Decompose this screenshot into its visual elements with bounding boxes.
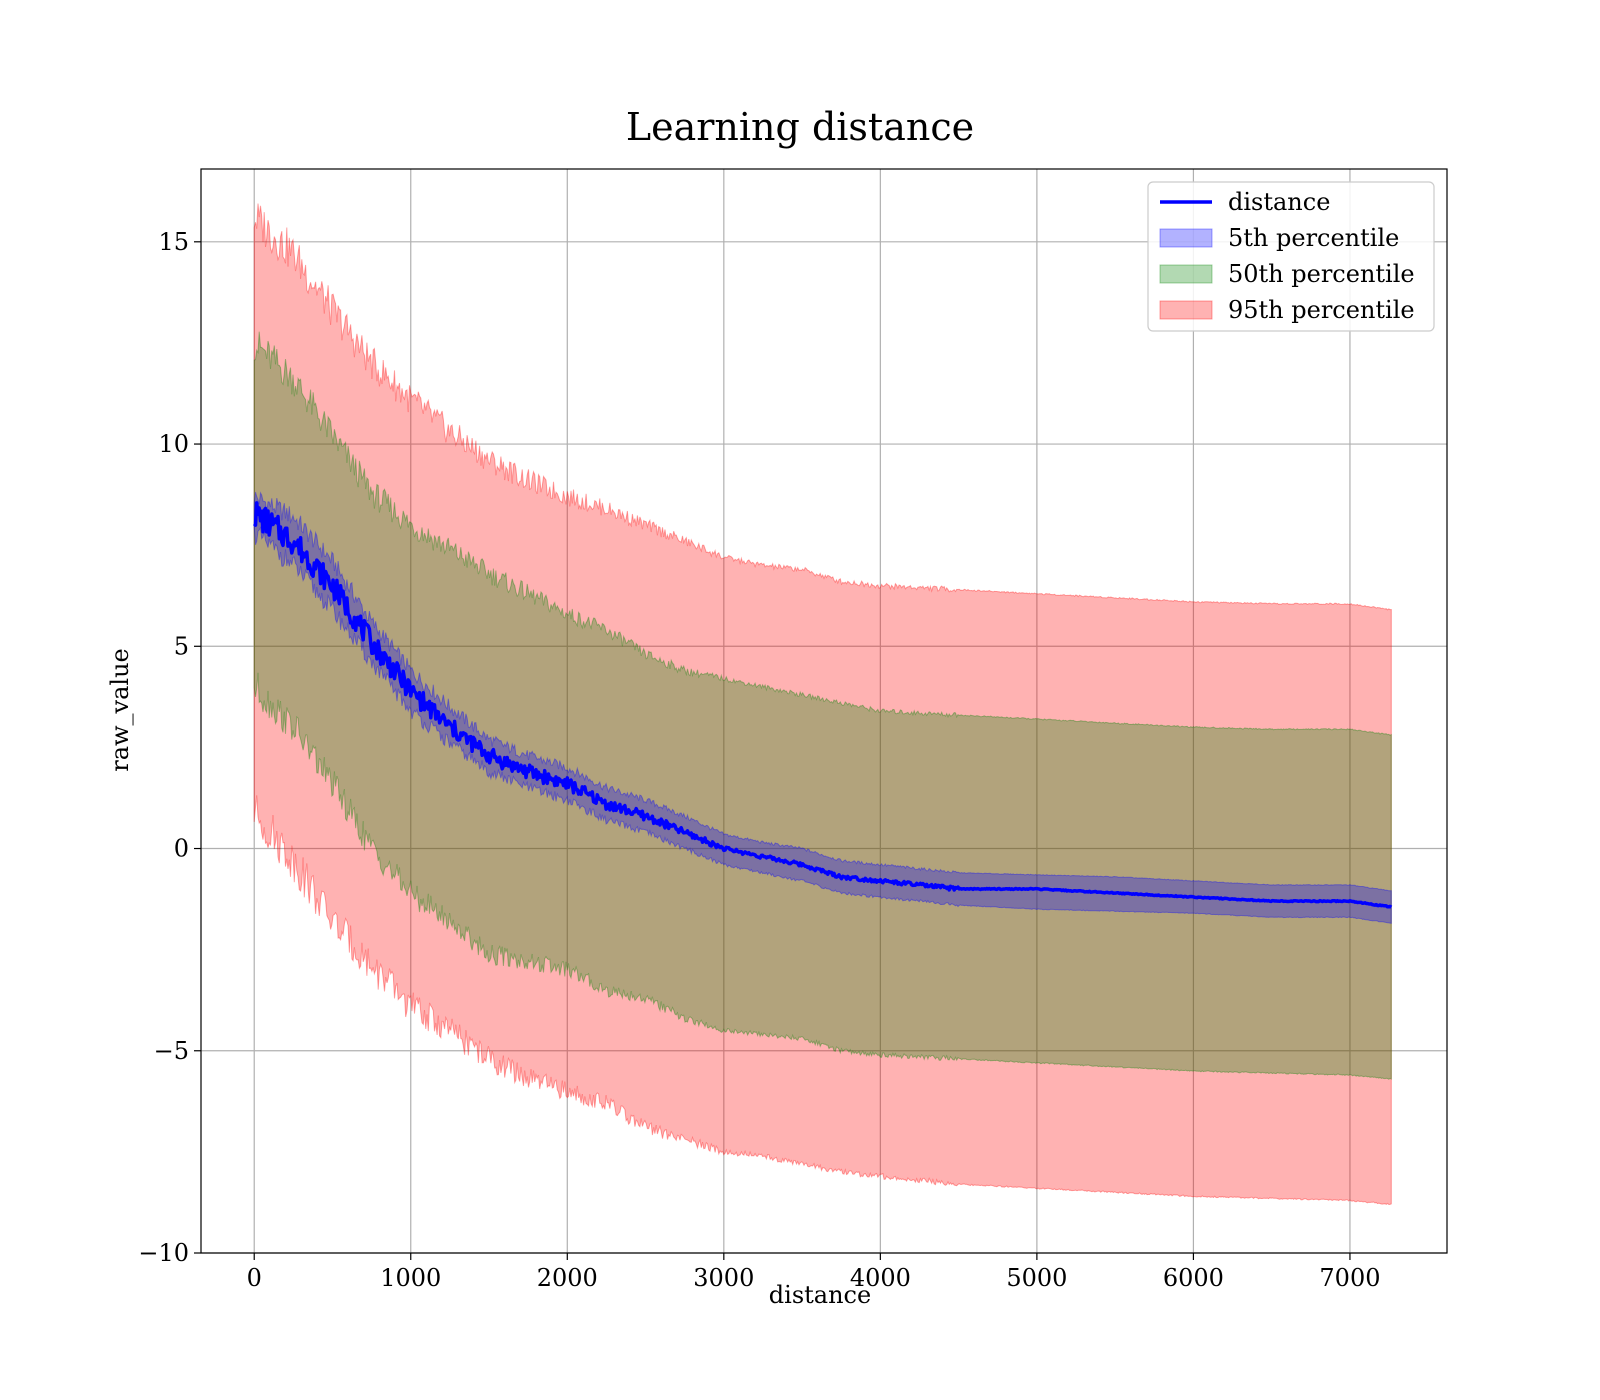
x-tick-label: 4000 (850, 1264, 911, 1292)
axes-frame (200, 168, 1448, 1254)
y-axis-label: raw_value (106, 648, 134, 772)
x-tick-label: 7000 (1319, 1264, 1380, 1292)
x-axis-label: distance (769, 1281, 871, 1309)
legend-swatch-band-95th-percentile (1159, 300, 1213, 320)
x-tick-label: 0 (247, 1264, 262, 1292)
legend-label: 95th percentile (1228, 296, 1415, 324)
legend: distance 5th percentile 50th percentile 95t… (1147, 181, 1435, 332)
legend-label: distance (1228, 188, 1330, 216)
legend-box (1147, 181, 1435, 332)
x-tick-label: 1000 (380, 1264, 441, 1292)
plot-area: 0 1000 2000 3000 4000 5000 6000 7000 −10 −5 0 5 10 15 (138, 168, 1448, 1292)
x-tick-label: 2000 (537, 1264, 598, 1292)
y-tick-label: −5 (154, 1037, 189, 1065)
band-95th-percentile (253, 203, 1392, 1206)
chart-title: Learning distance (626, 105, 974, 149)
band-5th-percentile (253, 491, 1392, 924)
y-tick-label: −10 (138, 1239, 189, 1267)
legend-swatch-band-50th-percentile (1159, 264, 1213, 284)
x-tick-label: 5000 (1006, 1264, 1067, 1292)
x-tick-label: 3000 (693, 1264, 754, 1292)
x-tick-label: 6000 (1163, 1264, 1224, 1292)
legend-swatch-band-5th-percentile (1159, 228, 1213, 248)
y-tick-label: 0 (174, 835, 189, 863)
ticks: 0 1000 2000 3000 4000 5000 6000 7000 −10 −5 0 5 10 15 (138, 228, 1380, 1292)
y-tick-label: 15 (158, 228, 189, 256)
legend-label: 5th percentile (1228, 224, 1399, 252)
legend-label: 50th percentile (1228, 260, 1415, 288)
y-tick-label: 10 (158, 430, 189, 458)
y-tick-label: 5 (174, 632, 189, 660)
distance-line (252, 501, 1393, 909)
distance-line-layer (252, 501, 1393, 909)
